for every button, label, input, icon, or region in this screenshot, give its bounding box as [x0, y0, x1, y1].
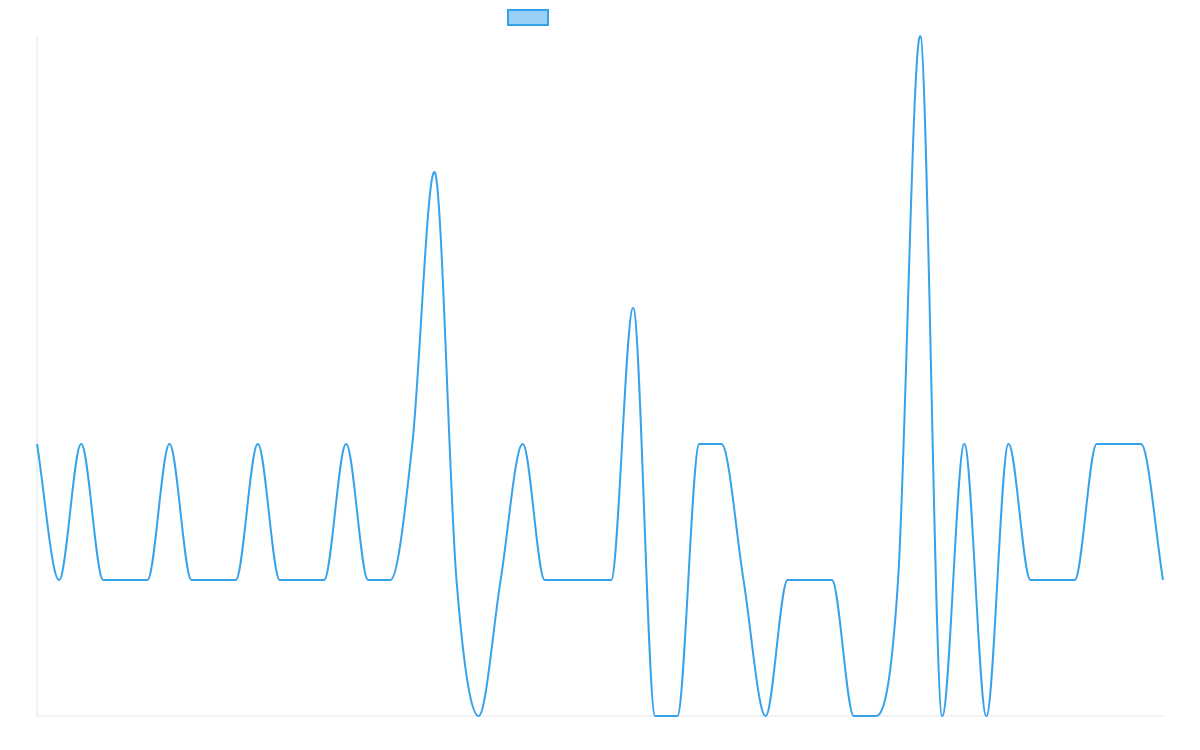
- legend-swatch[interactable]: [507, 9, 549, 26]
- line: [36, 34, 1164, 718]
